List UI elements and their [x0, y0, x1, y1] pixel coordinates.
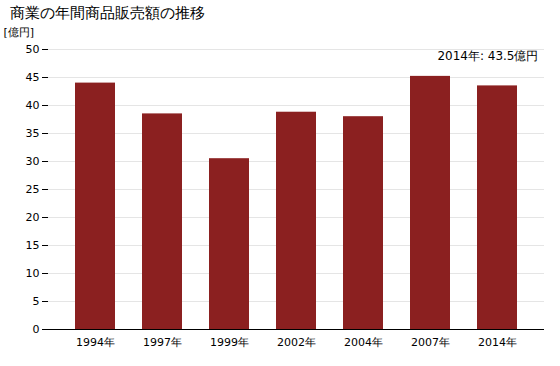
- svg-text:10: 10: [26, 267, 40, 280]
- svg-text:15: 15: [26, 239, 40, 252]
- svg-text:20: 20: [26, 211, 40, 224]
- svg-text:25: 25: [26, 183, 40, 196]
- svg-text:50: 50: [26, 43, 40, 56]
- svg-text:35: 35: [26, 127, 40, 140]
- svg-text:2004年: 2004年: [344, 336, 383, 349]
- svg-text:[億円]: [億円]: [4, 26, 35, 39]
- svg-text:1994年: 1994年: [76, 336, 115, 349]
- svg-text:1997年: 1997年: [143, 336, 182, 349]
- svg-text:30: 30: [26, 155, 40, 168]
- svg-text:2007年: 2007年: [411, 336, 450, 349]
- svg-text:5: 5: [33, 295, 40, 308]
- svg-text:2002年: 2002年: [277, 336, 316, 349]
- svg-text:1999年: 1999年: [210, 336, 249, 349]
- svg-text:2014年: 43.5億円: 2014年: 43.5億円: [437, 49, 538, 63]
- html-text:商業の年間商品販売額の推移: 商業の年間商品販売額の推移: [10, 4, 205, 22]
- svg-text:0: 0: [33, 323, 40, 336]
- svg-text:2014年: 2014年: [478, 336, 517, 349]
- svg-text:40: 40: [26, 99, 40, 112]
- svg-text:45: 45: [26, 71, 40, 84]
